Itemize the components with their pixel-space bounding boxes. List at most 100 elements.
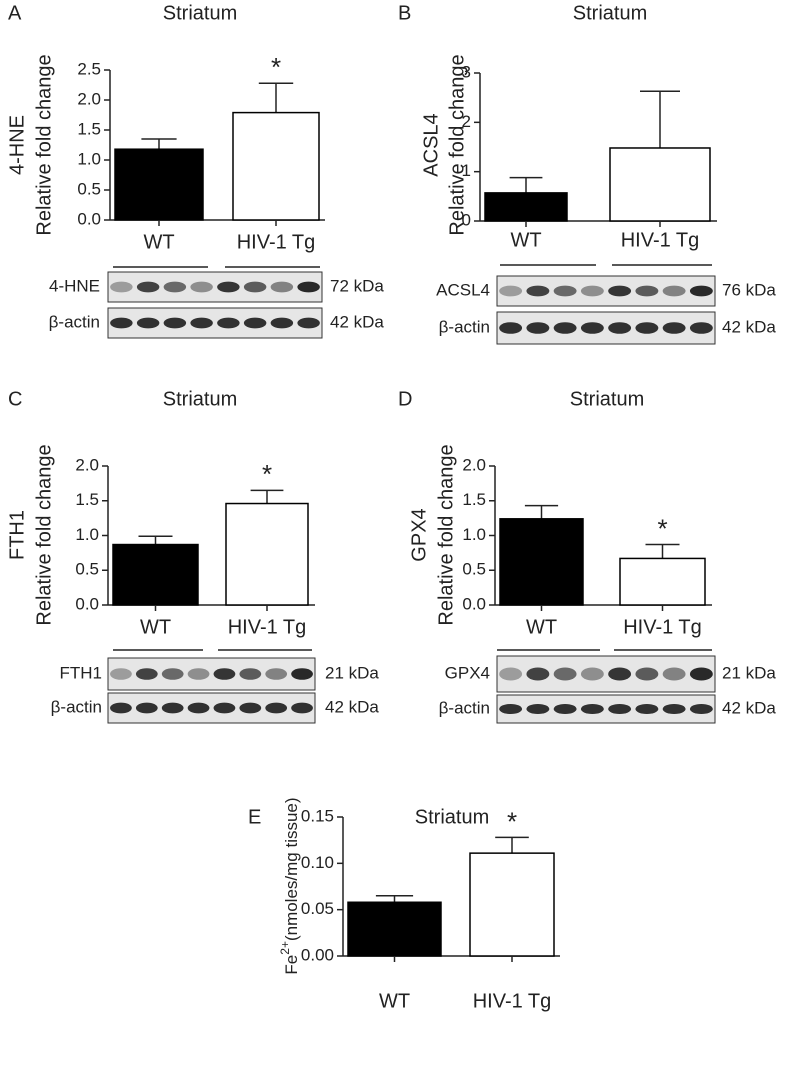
y-axis-label: FTH1: [6, 510, 28, 560]
blot-band: [635, 285, 659, 297]
blot-band: [291, 702, 313, 714]
bar: [499, 518, 584, 606]
blot-band: [190, 317, 213, 329]
blot-band: [297, 317, 320, 329]
bar: [347, 901, 442, 957]
blot-band: [689, 285, 713, 297]
blot-band: [553, 667, 577, 681]
blot-size: 76 kDa: [722, 280, 776, 299]
blot-band: [239, 668, 262, 680]
y-axis-label: Relative fold change: [446, 54, 468, 235]
chart-title: Striatum: [163, 388, 237, 410]
chart-title: Striatum: [415, 806, 489, 828]
blot-label: FTH1: [60, 663, 103, 682]
blot-band: [135, 668, 158, 680]
significance: *: [507, 806, 517, 836]
y-tick-label: 0: [462, 210, 471, 229]
blot-band: [297, 281, 320, 293]
blot-band: [161, 702, 184, 714]
blot-band: [265, 702, 288, 714]
blot-label: β-actin: [439, 698, 490, 717]
blot-band: [265, 668, 288, 680]
blot-band: [135, 702, 158, 714]
blot-band: [243, 281, 267, 293]
blot-band: [187, 668, 210, 680]
blot-band: [243, 317, 267, 329]
blot-label: β-actin: [51, 697, 102, 716]
blot-band: [526, 667, 550, 681]
blot-size: 21 kDa: [722, 663, 776, 682]
x-tick-label: HIV-1 Tg: [473, 990, 552, 1012]
blot-band: [163, 281, 187, 293]
y-tick-label: 0.10: [301, 853, 334, 872]
chart-title: Striatum: [573, 2, 647, 24]
bar: [112, 543, 199, 606]
blot-band: [608, 667, 632, 681]
blot-label: β-actin: [49, 312, 100, 331]
blot-label: GPX4: [445, 663, 490, 682]
y-tick-label: 0.00: [301, 945, 334, 964]
blot-size: 21 kDa: [325, 663, 379, 682]
y-tick-label: 2.0: [75, 455, 99, 474]
panel-letter: C: [8, 388, 22, 410]
y-tick-label: 3: [462, 62, 471, 81]
y-axis-label: Fe2+(nmoles/mg tissue): [278, 797, 301, 974]
blot-band: [608, 322, 632, 334]
x-tick-label: HIV-1 Tg: [623, 616, 702, 638]
blot-band: [499, 703, 523, 715]
blot-band: [580, 667, 604, 681]
y-axis-label: GPX4: [408, 508, 430, 561]
blot-band: [136, 281, 160, 293]
y-tick-label: 1.5: [75, 490, 99, 509]
panel-letter: B: [398, 2, 411, 24]
y-axis-label: 4-HNE: [6, 115, 28, 175]
significance: *: [271, 52, 281, 82]
bar: [114, 148, 204, 221]
blot-band: [526, 322, 550, 334]
blot-band: [161, 668, 184, 680]
x-tick-label: WT: [526, 616, 557, 638]
blot-band: [608, 703, 632, 715]
blot-size: 42 kDa: [325, 697, 379, 716]
blot-band: [580, 703, 604, 715]
blot-band: [110, 702, 132, 714]
blot-band: [190, 281, 213, 293]
blot-band: [580, 322, 604, 334]
blot-band: [635, 322, 659, 334]
x-tick-label: WT: [510, 229, 541, 251]
panel-letter: D: [398, 388, 412, 410]
blot-size: 42 kDa: [722, 317, 776, 336]
bar: [484, 192, 568, 222]
y-tick-label: 1.5: [462, 490, 486, 509]
y-tick-label: 0.5: [75, 560, 99, 579]
blot-size: 72 kDa: [330, 276, 384, 295]
x-tick-label: WT: [379, 990, 410, 1012]
bar: [469, 852, 555, 957]
x-tick-label: HIV-1 Tg: [228, 616, 307, 638]
y-tick-label: 1.5: [77, 119, 101, 138]
blot-band: [110, 668, 132, 680]
y-tick-label: 1.0: [77, 149, 101, 168]
label-sup: 2+: [278, 941, 292, 955]
y-tick-label: 1: [462, 161, 471, 180]
blot-band: [270, 281, 294, 293]
y-axis-label: Relative fold change: [33, 444, 55, 625]
bar: [619, 557, 706, 606]
blot-band: [187, 702, 210, 714]
blot-band: [689, 667, 713, 681]
x-tick-label: HIV-1 Tg: [621, 229, 700, 251]
blot-band: [136, 317, 160, 329]
y-tick-label: 0.5: [77, 179, 101, 198]
blot-band: [689, 703, 713, 715]
blot-band: [217, 281, 240, 293]
blot-band: [110, 281, 133, 293]
x-tick-label: HIV-1 Tg: [237, 231, 316, 253]
blot-band: [163, 317, 187, 329]
blot-band: [270, 317, 294, 329]
y-tick-label: 0.0: [462, 594, 486, 613]
x-tick-label: WT: [140, 616, 171, 638]
blot-label: β-actin: [439, 317, 490, 336]
x-tick-label: WT: [143, 231, 174, 253]
blot-band: [499, 667, 523, 681]
blot-band: [499, 322, 523, 334]
